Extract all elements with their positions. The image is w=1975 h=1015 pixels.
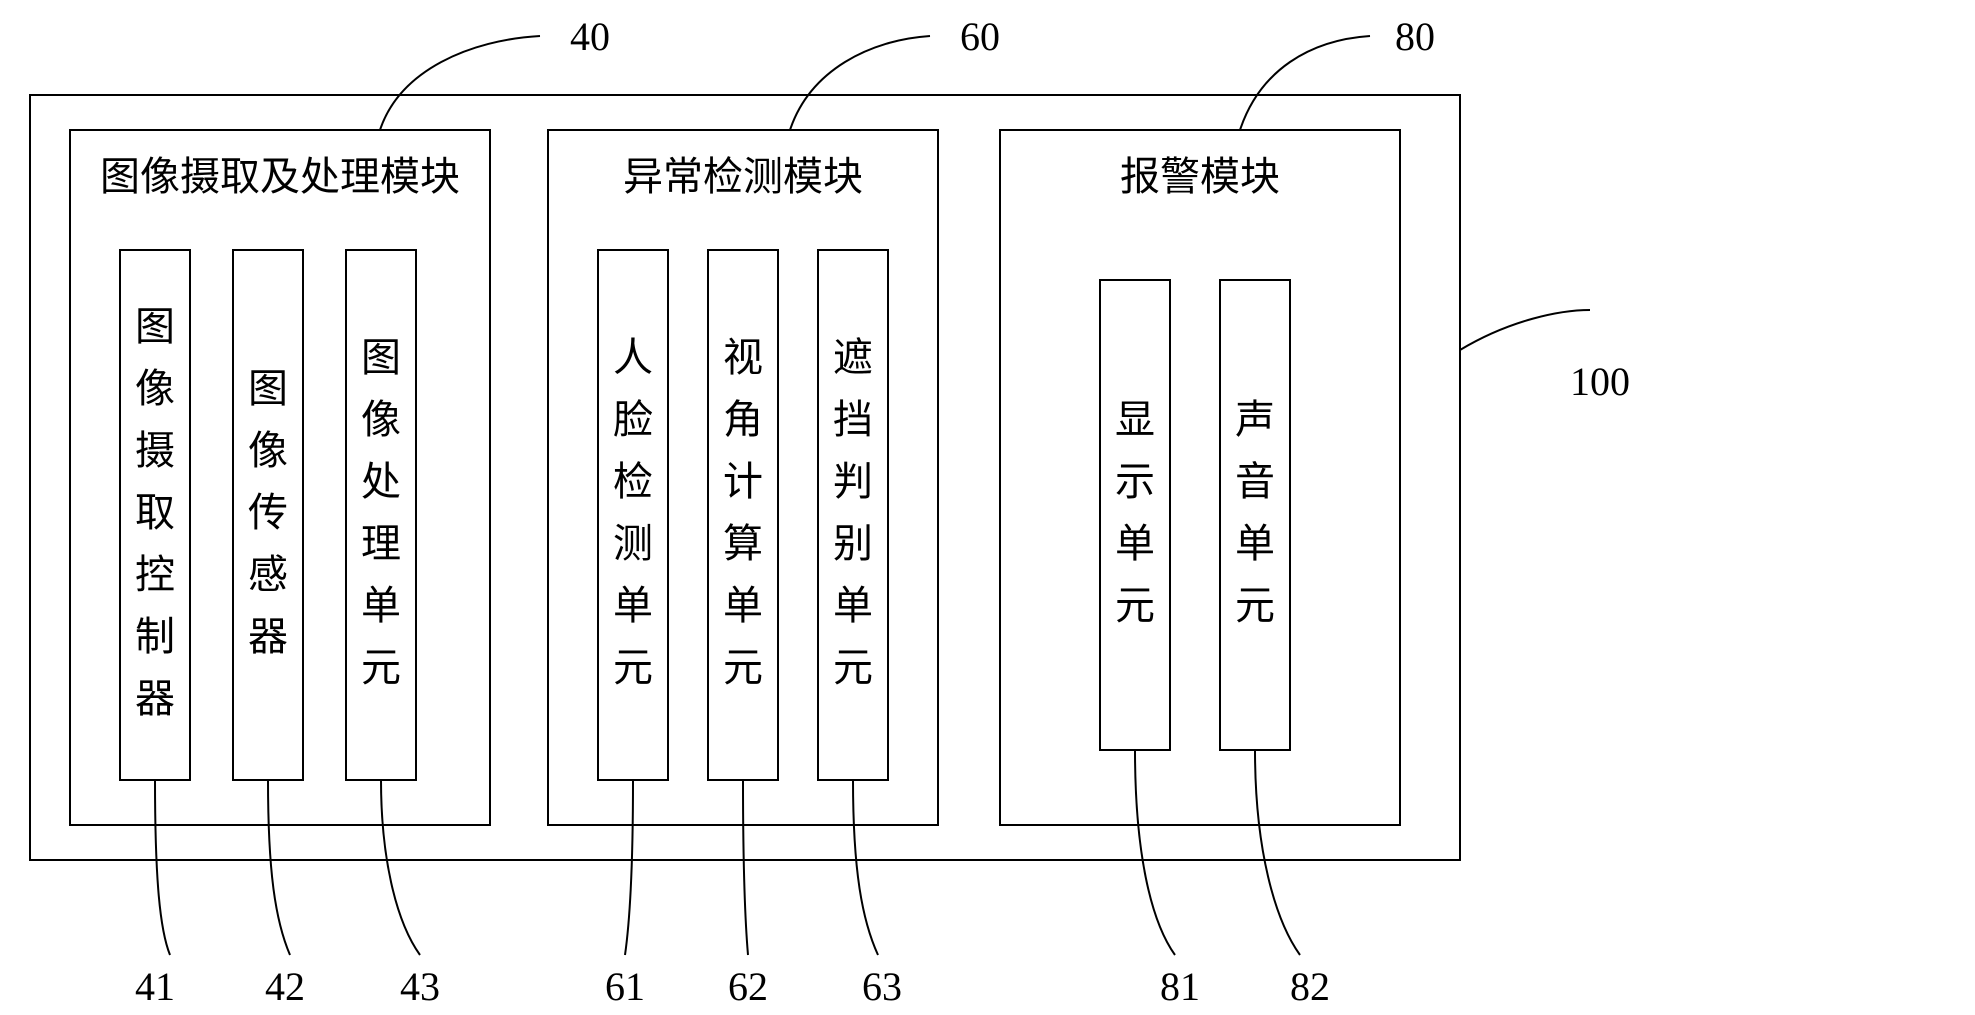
callout-leader-61 bbox=[625, 780, 633, 955]
callout-label-43: 43 bbox=[400, 964, 440, 1009]
unit-label-43: 图像处理单元 bbox=[361, 335, 401, 690]
callout-label-42: 42 bbox=[265, 964, 305, 1009]
unit-box-43 bbox=[346, 250, 416, 780]
unit-box-82 bbox=[1220, 280, 1290, 750]
callout-leader-42 bbox=[268, 780, 290, 955]
callout-label-61: 61 bbox=[605, 964, 645, 1009]
callout-label-81: 81 bbox=[1160, 964, 1200, 1009]
unit-label-63: 遮挡判别单元 bbox=[833, 335, 873, 690]
callout-leader-80 bbox=[1240, 36, 1370, 130]
unit-label-62: 视角计算单元 bbox=[723, 335, 763, 690]
callout-label-80: 80 bbox=[1395, 14, 1435, 59]
callout-label-40: 40 bbox=[570, 14, 610, 59]
module-title-80: 报警模块 bbox=[1120, 154, 1280, 199]
module-box-80 bbox=[1000, 130, 1400, 825]
callout-leader-62 bbox=[743, 780, 748, 955]
callout-label-100: 100 bbox=[1570, 359, 1630, 404]
callout-leader-82 bbox=[1255, 750, 1300, 955]
callout-leader-100 bbox=[1460, 310, 1590, 350]
unit-box-81 bbox=[1100, 280, 1170, 750]
callout-label-60: 60 bbox=[960, 14, 1000, 59]
callout-leader-40 bbox=[380, 36, 540, 130]
callout-leader-63 bbox=[853, 780, 878, 955]
callout-label-63: 63 bbox=[862, 964, 902, 1009]
unit-label-82: 声音单元 bbox=[1235, 397, 1275, 628]
callout-label-82: 82 bbox=[1290, 964, 1330, 1009]
callout-leader-43 bbox=[381, 780, 420, 955]
unit-label-42: 图像传感器 bbox=[248, 366, 288, 659]
unit-box-63 bbox=[818, 250, 888, 780]
unit-box-62 bbox=[708, 250, 778, 780]
callout-label-41: 41 bbox=[135, 964, 175, 1009]
module-box-40 bbox=[70, 130, 490, 825]
unit-label-61: 人脸检测单元 bbox=[613, 335, 653, 690]
unit-label-41: 图像摄取控制器 bbox=[135, 304, 175, 721]
module-title-40: 图像摄取及处理模块 bbox=[100, 154, 460, 199]
callout-label-62: 62 bbox=[728, 964, 768, 1009]
unit-box-61 bbox=[598, 250, 668, 780]
module-title-60: 异常检测模块 bbox=[623, 154, 863, 199]
unit-label-81: 显示单元 bbox=[1115, 397, 1155, 628]
callout-leader-60 bbox=[790, 36, 930, 130]
callout-leader-41 bbox=[155, 780, 170, 955]
callout-leader-81 bbox=[1135, 750, 1175, 955]
